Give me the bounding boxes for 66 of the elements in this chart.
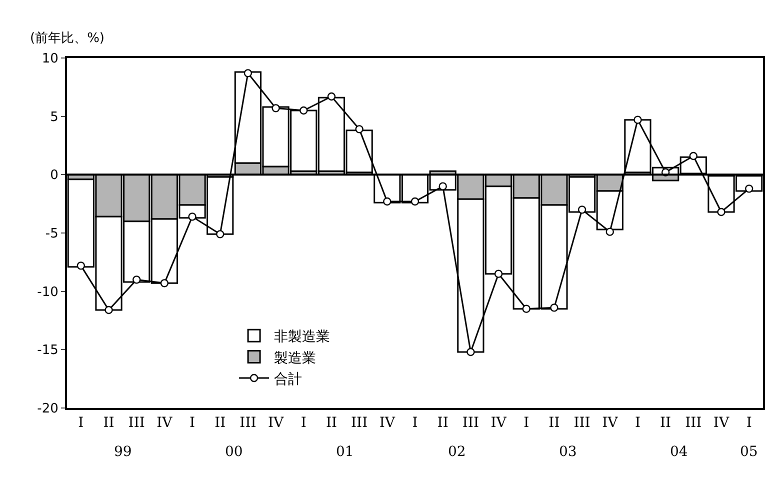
x-tick-label: III [574, 414, 590, 431]
point [634, 116, 642, 124]
point [522, 304, 530, 313]
x-tick-label: II [326, 414, 338, 431]
point [466, 348, 475, 356]
point [578, 206, 586, 214]
y-tick-label: 5 [50, 110, 58, 125]
text: 00 [225, 444, 243, 460]
point [689, 152, 698, 160]
point [272, 104, 280, 112]
x-tick-label: I [300, 414, 306, 431]
x-tick-label: II [437, 414, 448, 431]
x-tick-label: III [128, 414, 145, 431]
point [300, 106, 308, 115]
y-tick-label: 0 [50, 168, 58, 184]
point [188, 212, 196, 221]
point [216, 230, 224, 238]
x-tick-label: IV [379, 414, 396, 431]
x-tick-label: II [660, 414, 672, 431]
legend-label: 非製造業 [274, 329, 330, 346]
y-tick-label: 10 [42, 52, 58, 67]
x-tick-label: II [548, 414, 560, 431]
y-tick-label: -15 [37, 343, 58, 358]
x-tick-label: I [634, 414, 640, 431]
x-tick-label: III [462, 414, 479, 431]
legend-label: 合計 [274, 371, 302, 388]
point [550, 304, 558, 312]
point [494, 270, 503, 278]
point [244, 69, 252, 78]
point [717, 208, 726, 216]
point [606, 228, 614, 236]
x-tick-label: I [524, 414, 530, 431]
text: 05 [740, 444, 758, 460]
point [744, 184, 754, 193]
point [410, 197, 420, 206]
text: 01 [336, 444, 354, 460]
x-tick-label: IV [268, 414, 285, 431]
x-tick-label: III [685, 414, 702, 431]
x-tick-label: I [746, 414, 752, 431]
x-tick-label: I [190, 414, 196, 431]
point [76, 262, 86, 270]
x-tick-label: II [103, 414, 114, 431]
x-tick-label: IV [602, 414, 619, 431]
y-axis-title: (前年比、%) [30, 31, 104, 46]
point [160, 279, 169, 288]
y-tick-label: -10 [37, 284, 58, 300]
point [132, 276, 141, 284]
legend-label: 製造業 [274, 350, 316, 366]
x-tick-label: IV [490, 414, 508, 431]
x-tick-label: III [351, 414, 368, 431]
text: 03 [559, 444, 577, 460]
text: 02 [448, 444, 466, 460]
x-tick-label: I [78, 414, 84, 431]
text: 99 [114, 444, 132, 460]
x-tick-label: IV [156, 414, 174, 431]
point [355, 125, 364, 134]
y-tick-label: -20 [37, 402, 58, 417]
point [327, 92, 336, 101]
x-tick-label: IV [713, 414, 730, 431]
point [104, 306, 113, 314]
x-tick-label: II [214, 414, 226, 431]
point [383, 197, 392, 206]
y-tick-label: -5 [45, 226, 58, 242]
text: 04 [670, 444, 688, 460]
x-tick-label: III [240, 414, 256, 431]
x-tick-label: I [412, 414, 418, 431]
